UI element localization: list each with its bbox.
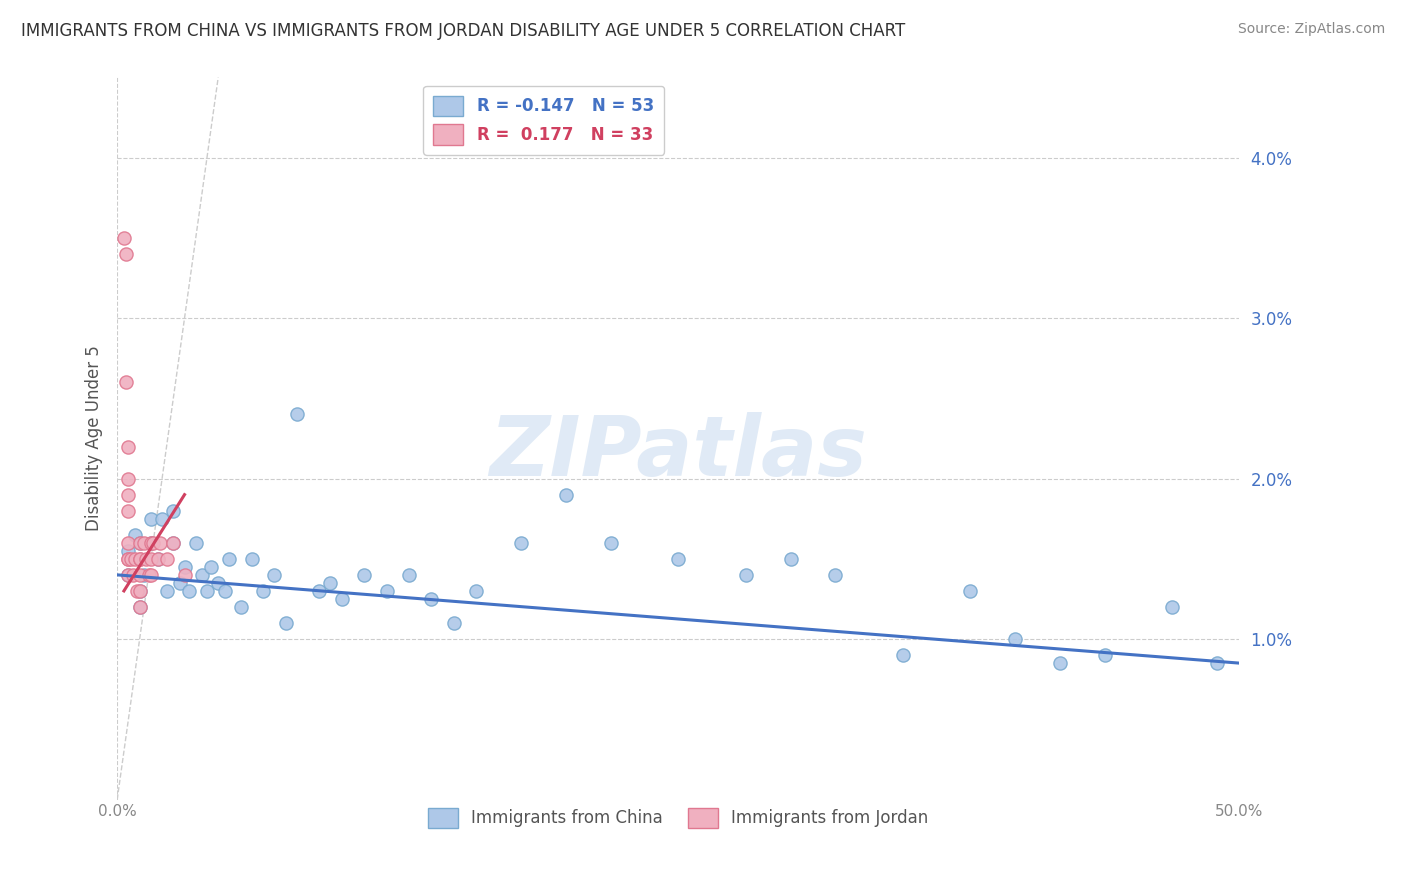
Point [1094,648,1116,662]
Point [1206,656,1229,670]
Point [150,512,173,526]
Point [127,583,149,598]
Point [162,536,184,550]
Point [128,551,150,566]
Point [200,559,222,574]
Point [177,583,200,598]
Point [155,583,177,598]
Point [191,567,214,582]
Point [229,599,252,614]
Point [128,551,150,566]
Point [155,551,177,566]
Point [398,567,420,582]
Point [195,583,218,598]
Point [128,599,150,614]
Point [128,536,150,550]
Point [134,536,156,550]
Point [146,551,169,566]
Point [891,648,914,662]
Point [824,567,846,582]
Text: IMMIGRANTS FROM CHINA VS IMMIGRANTS FROM JORDAN DISABILITY AGE UNDER 5 CORRELATI: IMMIGRANTS FROM CHINA VS IMMIGRANTS FROM… [21,22,905,40]
Point [263,567,285,582]
Point [330,591,353,606]
Point [319,575,342,590]
Point [308,583,330,598]
Point [173,559,195,574]
Point [465,583,488,598]
Point [149,536,172,550]
Point [124,528,146,542]
Point [115,376,138,390]
Point [353,567,375,582]
Point [128,583,150,598]
Point [285,408,308,422]
Point [117,472,139,486]
Point [128,567,150,582]
Point [207,575,229,590]
Point [128,583,150,598]
Point [117,536,139,550]
Point [1049,656,1071,670]
Point [134,567,156,582]
Point [142,536,165,550]
Point [117,567,139,582]
Point [274,615,297,630]
Point [138,567,160,582]
Point [600,536,623,550]
Point [173,567,195,582]
Point [240,551,263,566]
Point [120,551,142,566]
Point [139,512,162,526]
Point [128,599,150,614]
Point [117,440,139,454]
Point [214,583,236,598]
Text: Source: ZipAtlas.com: Source: ZipAtlas.com [1237,22,1385,37]
Point [117,551,139,566]
Point [115,247,138,261]
Legend: Immigrants from China, Immigrants from Jordan: Immigrants from China, Immigrants from J… [422,801,935,835]
Point [117,504,139,518]
Point [117,488,139,502]
Point [124,551,146,566]
Point [162,536,184,550]
Point [184,536,207,550]
Point [112,231,135,245]
Point [128,536,150,550]
Point [162,504,184,518]
Point [122,567,145,582]
Point [779,551,801,566]
Point [666,551,689,566]
Y-axis label: Disability Age Under 5: Disability Age Under 5 [86,345,103,532]
Point [139,567,162,582]
Point [146,551,169,566]
Text: ZIPatlas: ZIPatlas [489,412,868,493]
Point [734,567,756,582]
Point [117,543,139,558]
Point [169,575,191,590]
Point [139,536,162,550]
Point [420,591,443,606]
Point [555,488,578,502]
Point [443,615,465,630]
Point [252,583,274,598]
Point [1004,632,1026,646]
Point [1161,599,1184,614]
Point [375,583,398,598]
Point [218,551,240,566]
Point [139,551,162,566]
Point [117,567,139,582]
Point [959,583,981,598]
Point [139,536,162,550]
Point [510,536,533,550]
Point [135,551,157,566]
Point [117,551,139,566]
